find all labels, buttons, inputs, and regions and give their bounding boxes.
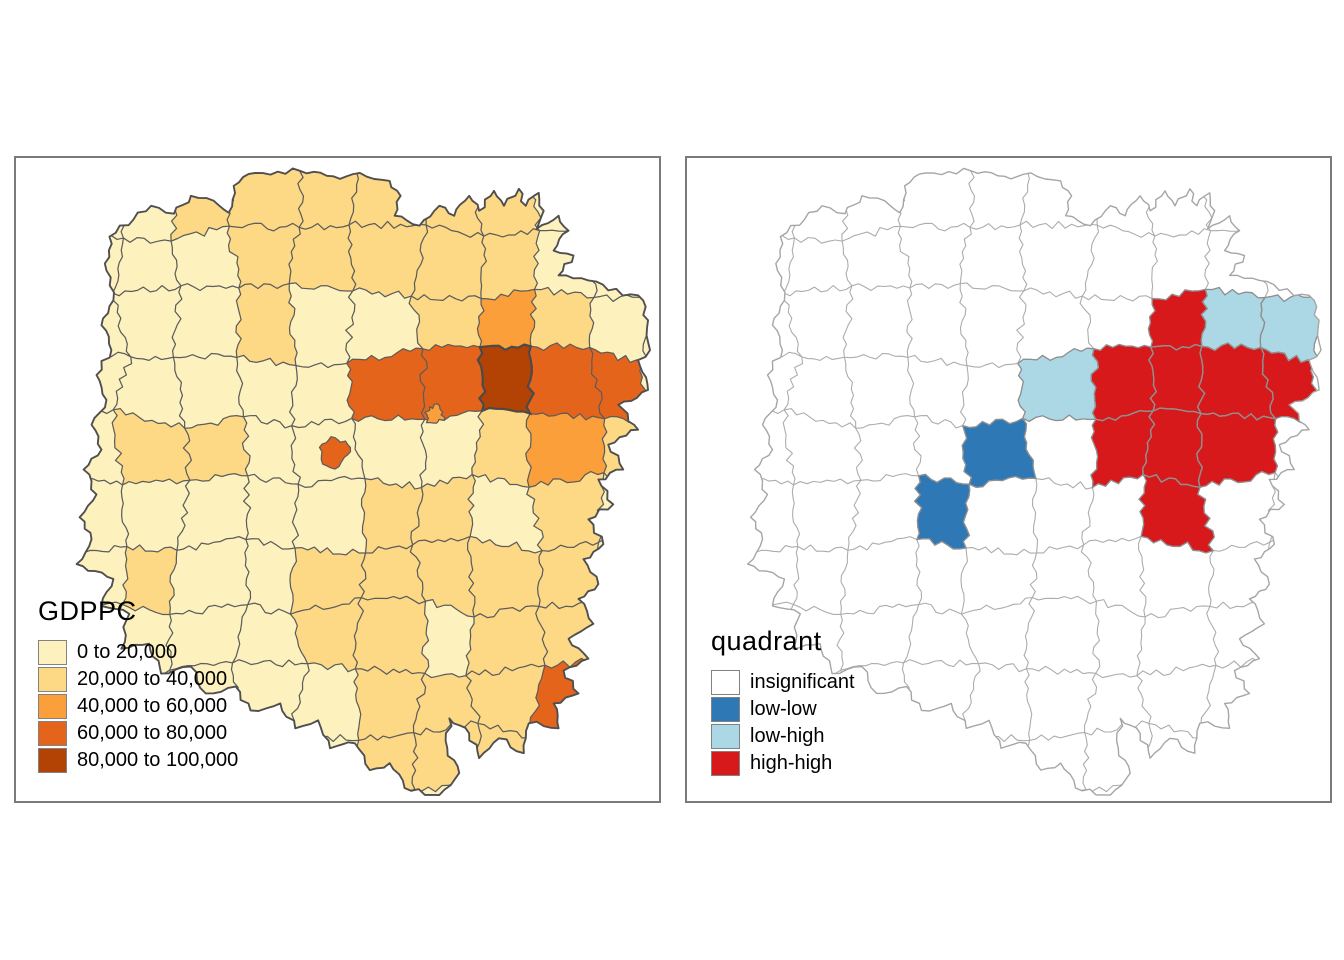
county-region-class-2	[477, 289, 537, 350]
class-label: 40,000 to 60,000	[77, 695, 228, 717]
county-region-class-1	[471, 408, 532, 488]
county-region-class-1	[602, 416, 651, 494]
county-region-class-1	[410, 536, 475, 617]
county-region-class-3	[420, 344, 486, 421]
cluster-border	[1196, 412, 1279, 489]
county-region-class-1	[289, 547, 366, 615]
county-region-class-1	[353, 666, 426, 741]
class-label: 0 to 20,000	[77, 641, 178, 663]
county-region-class-1	[112, 408, 192, 485]
class-label: high-high	[750, 752, 833, 774]
county-region-class-1	[413, 673, 480, 735]
county-region-class-4	[477, 344, 534, 414]
legend-row: 60,000 to 80,000	[38, 721, 238, 746]
county-region-class-R	[1148, 344, 1205, 414]
legend-row: high-high	[711, 751, 855, 776]
gdppc-choropleth-map	[75, 167, 651, 796]
cluster-border	[1138, 473, 1215, 554]
county-region-class-1	[359, 544, 426, 604]
class-swatch	[38, 721, 67, 746]
class-label: insignificant	[750, 671, 855, 693]
county-region-class-1	[297, 168, 359, 230]
county-region-class-1	[411, 224, 487, 301]
province-outline	[75, 167, 651, 796]
class-swatch	[38, 640, 67, 665]
legend-row: 0 to 20,000	[38, 640, 238, 665]
legend-row: 40,000 to 60,000	[38, 694, 238, 719]
county-region-class-1	[183, 415, 251, 482]
emphasized-county-border	[476, 343, 535, 416]
class-label: low-high	[750, 725, 825, 747]
quadrant-legend-title: quadrant	[711, 626, 822, 656]
county-region-class-1	[409, 294, 484, 351]
province-outline	[746, 167, 1322, 796]
cluster-border	[913, 473, 971, 550]
county-region-class-1	[235, 283, 298, 366]
county-region-class-3	[346, 348, 428, 422]
county-region-class-1	[353, 596, 429, 675]
county-region-class-1	[465, 605, 548, 676]
gdppc-legend: GDPPC 0 to 20,000 20,000 to 40,000 40,00…	[38, 596, 238, 775]
county-region-class-R	[1197, 342, 1276, 420]
quadrant-legend: quadrant insignificant low-low low-high …	[711, 626, 855, 778]
county-region-class-R	[1139, 474, 1215, 553]
county-region-class-1	[480, 228, 540, 300]
small-county-region-class-3	[318, 435, 352, 470]
county-region-class-H	[1017, 348, 1099, 422]
class-swatch	[38, 748, 67, 773]
county-region-class-R	[1091, 344, 1157, 421]
legend-row: 80,000 to 100,000	[38, 748, 238, 773]
cluster-border	[1259, 293, 1322, 366]
gdppc-map-panel: GDPPC 0 to 20,000 20,000 to 40,000 40,00…	[14, 156, 661, 803]
county-region-class-1	[361, 477, 423, 553]
class-swatch	[711, 751, 740, 776]
legend-row: insignificant	[711, 670, 855, 695]
county-region-class-3	[526, 342, 605, 420]
legend-row: low-high	[711, 724, 855, 749]
county-region-class-R	[1196, 413, 1278, 488]
county-region-class-1	[535, 601, 604, 669]
quadrant-cluster-map	[746, 167, 1322, 796]
county-region-class-1	[348, 221, 428, 299]
county-region-class-1	[290, 597, 364, 672]
class-swatch	[38, 694, 67, 719]
county-region-class-H	[1260, 294, 1322, 365]
class-swatch	[38, 667, 67, 692]
class-swatch	[711, 670, 740, 695]
county-region-class-1	[410, 474, 476, 545]
gdppc-legend-title: GDPPC	[38, 596, 137, 626]
county-region-class-1	[467, 536, 544, 618]
class-swatch	[711, 724, 740, 749]
class-label: 20,000 to 40,000	[77, 668, 228, 690]
legend-row: low-low	[711, 697, 855, 722]
county-region-class-R	[1148, 289, 1208, 350]
county-region-class-1	[227, 223, 301, 289]
small-county-region-class-2	[423, 403, 446, 424]
county-region-class-R	[1090, 410, 1155, 488]
county-region-class-1	[465, 664, 545, 738]
county-region-class-B	[962, 418, 1036, 488]
county-mesh	[747, 168, 1322, 796]
county-region-class-1	[530, 287, 594, 351]
county-region-class-R	[1142, 408, 1203, 488]
county-region-class-1	[288, 223, 356, 291]
county-region-class-1	[526, 471, 605, 552]
legend-row: 20,000 to 40,000	[38, 667, 238, 692]
class-swatch	[711, 697, 740, 722]
class-label: low-low	[750, 698, 817, 720]
cluster-border	[961, 417, 1037, 489]
county-region-class-1	[122, 544, 177, 615]
county-region-class-B	[914, 474, 970, 549]
county-region-class-H	[1201, 287, 1265, 351]
class-label: 80,000 to 100,000	[77, 749, 239, 771]
quadrant-map-panel: quadrant insignificant low-low low-high …	[685, 156, 1332, 803]
county-region-class-2	[525, 413, 607, 488]
class-label: 60,000 to 80,000	[77, 722, 228, 744]
